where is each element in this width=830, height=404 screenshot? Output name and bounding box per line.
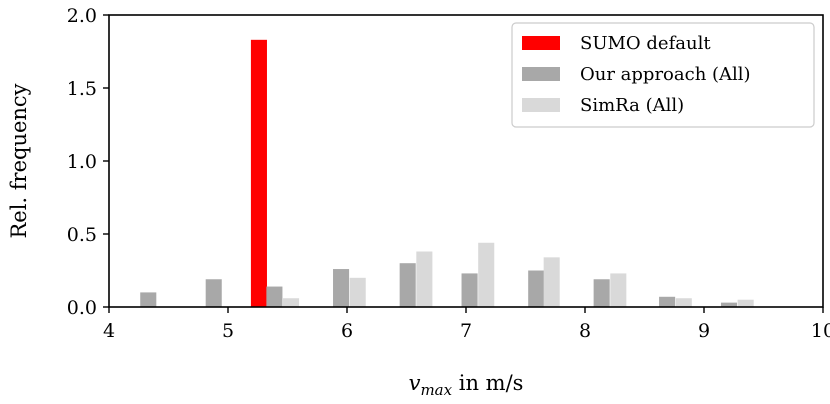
bar-our-approach-all-2 <box>266 286 283 307</box>
bar-our-approach-all-9 <box>720 302 738 307</box>
bar-simra-all-1 <box>349 277 366 307</box>
bar-simra-all-7 <box>737 299 754 307</box>
legend-label-sumo-default: SUMO default <box>580 33 711 54</box>
bar-our-approach-all-8 <box>659 296 676 307</box>
x-tick-label-3: 7 <box>460 320 472 342</box>
x-tick-label-2: 6 <box>341 320 353 342</box>
bar-simra-all-0 <box>283 298 300 307</box>
x-tick-label-6: 10 <box>811 320 830 342</box>
bar-our-approach-all-3 <box>333 269 350 307</box>
legend-label-our-approach: Our approach (All) <box>580 64 751 85</box>
bar-simra-all-2 <box>416 251 433 307</box>
bar-simra-all-3 <box>478 242 495 307</box>
bar-our-approach-all-7 <box>593 279 610 307</box>
x-axis-label-subscript: max <box>420 381 452 399</box>
bar-our-approach-all-5 <box>461 273 478 307</box>
legend-item-simra: SimRa (All) <box>522 95 684 116</box>
x-tick-label-1: 5 <box>222 320 234 342</box>
y-tick-label-3: 1.5 <box>67 78 97 100</box>
bar-our-approach-all-4 <box>399 263 416 307</box>
y-axis-ticks: 0.0 0.5 1.0 1.5 2.0 <box>67 5 109 319</box>
bar-simra-all-6 <box>675 298 692 307</box>
y-tick-label-0: 0.0 <box>67 297 97 319</box>
x-axis-label-variable: v <box>409 371 421 395</box>
bars-layer <box>140 39 754 307</box>
x-axis-ticks: 4 5 6 7 8 9 10 <box>103 307 830 342</box>
x-axis-label: vmax in m/s <box>409 371 524 399</box>
y-tick-label-4: 2.0 <box>67 5 97 27</box>
bar-our-approach-all-0 <box>140 292 157 307</box>
legend-item-our-approach: Our approach (All) <box>522 64 751 85</box>
bar-simra-all-4 <box>543 257 560 307</box>
y-axis-label: Rel. frequency <box>7 83 31 238</box>
y-tick-label-1: 0.5 <box>67 224 97 246</box>
bar-simra-all-5 <box>610 273 627 307</box>
legend: SUMO default Our approach (All) SimRa (A… <box>511 22 815 128</box>
y-tick-label-2: 1.0 <box>67 151 97 173</box>
legend-box <box>511 22 815 128</box>
legend-item-sumo-default: SUMO default <box>522 33 711 54</box>
bar-our-approach-all-6 <box>528 270 545 307</box>
x-tick-label-0: 4 <box>103 320 115 342</box>
legend-swatch-our-approach <box>522 67 560 81</box>
x-tick-label-5: 9 <box>698 320 710 342</box>
x-tick-label-4: 8 <box>579 320 591 342</box>
legend-swatch-simra <box>522 98 560 112</box>
x-axis-label-unit: in m/s <box>452 371 523 395</box>
legend-label-simra: SimRa (All) <box>580 95 684 116</box>
legend-swatch-sumo-default <box>522 36 560 50</box>
bar-our-approach-all-1 <box>205 279 222 307</box>
bar-sumo-default-0 <box>250 39 267 307</box>
